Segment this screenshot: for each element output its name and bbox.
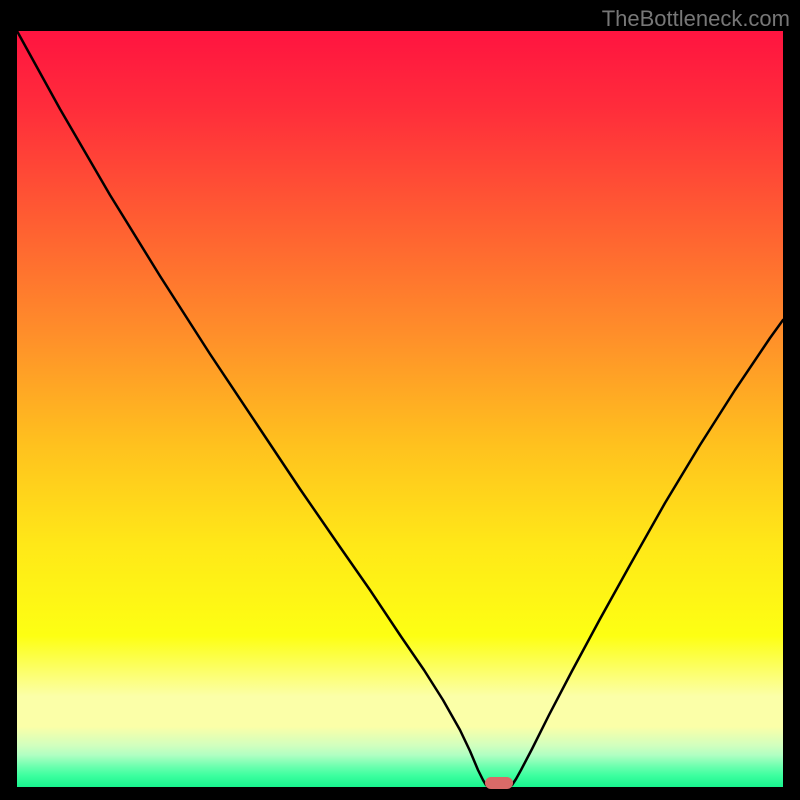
bottleneck-chart: TheBottleneck.com <box>0 0 800 800</box>
curve-overlay <box>0 0 800 800</box>
bottleneck-curve <box>17 31 783 787</box>
minimum-marker <box>485 777 513 789</box>
